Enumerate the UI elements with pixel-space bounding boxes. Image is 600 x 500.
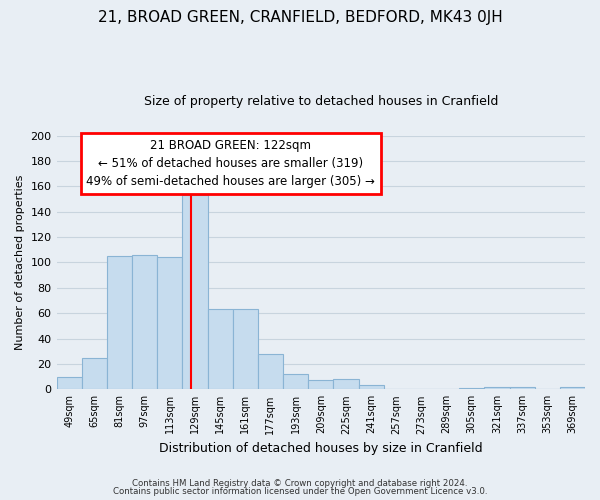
Bar [233, 310, 258, 390]
X-axis label: Distribution of detached houses by size in Cranfield: Distribution of detached houses by size … [159, 442, 482, 455]
Bar [308, 380, 334, 390]
Bar [56, 376, 82, 390]
Y-axis label: Number of detached properties: Number of detached properties [15, 174, 25, 350]
Text: 21 BROAD GREEN: 122sqm
← 51% of detached houses are smaller (319)
49% of semi-de: 21 BROAD GREEN: 122sqm ← 51% of detached… [86, 140, 376, 188]
Bar [182, 195, 208, 390]
Bar [560, 387, 585, 390]
Bar [157, 258, 182, 390]
Bar [208, 310, 233, 390]
Title: Size of property relative to detached houses in Cranfield: Size of property relative to detached ho… [143, 95, 498, 108]
Bar [334, 379, 359, 390]
Bar [459, 388, 484, 390]
Text: Contains HM Land Registry data © Crown copyright and database right 2024.: Contains HM Land Registry data © Crown c… [132, 478, 468, 488]
Text: 21, BROAD GREEN, CRANFIELD, BEDFORD, MK43 0JH: 21, BROAD GREEN, CRANFIELD, BEDFORD, MK4… [98, 10, 502, 25]
Bar [509, 387, 535, 390]
Text: Contains public sector information licensed under the Open Government Licence v3: Contains public sector information licen… [113, 487, 487, 496]
Bar [132, 255, 157, 390]
Bar [82, 358, 107, 390]
Bar [258, 354, 283, 390]
Bar [484, 387, 509, 390]
Bar [359, 386, 383, 390]
Bar [283, 374, 308, 390]
Bar [107, 256, 132, 390]
